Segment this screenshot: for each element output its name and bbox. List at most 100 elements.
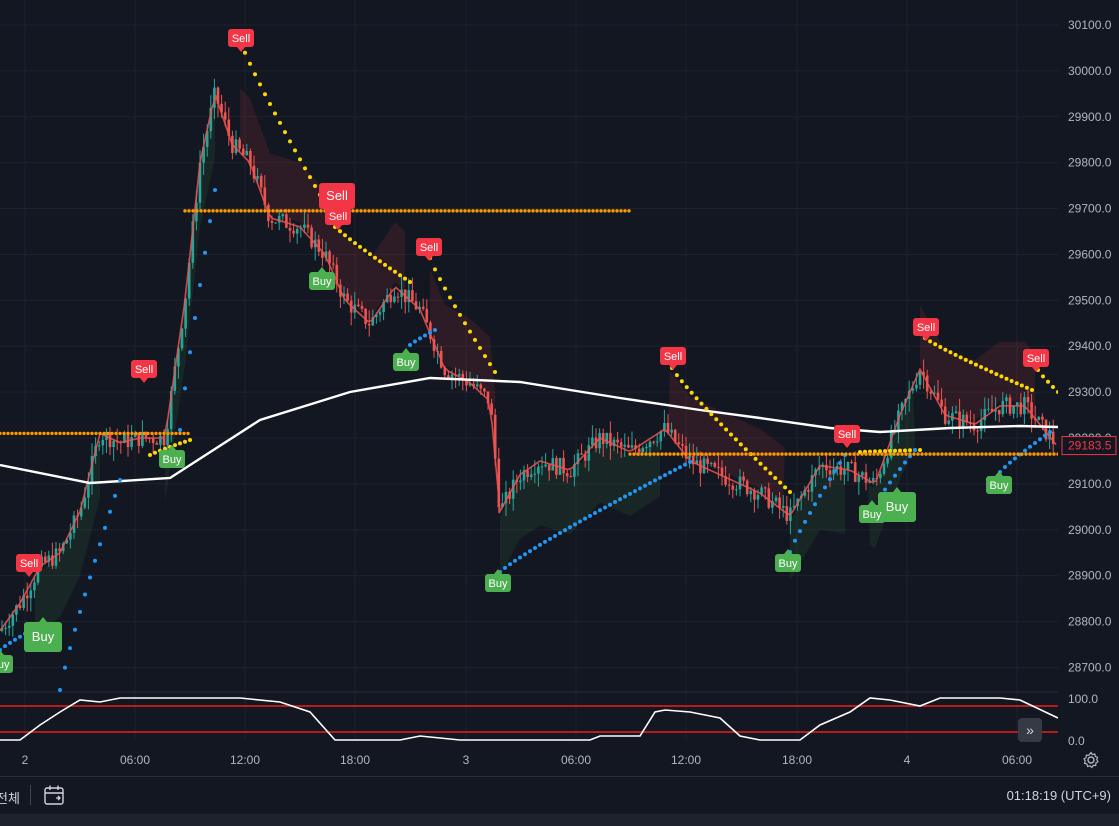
support-level-dot — [960, 452, 964, 456]
sell-marker: Sell — [325, 207, 351, 230]
price-axis-label: 29700.0 — [1068, 202, 1112, 216]
support-level-dot — [403, 209, 407, 213]
candle-body — [609, 432, 612, 447]
support-level-dot — [740, 452, 744, 456]
support-level-dot — [30, 431, 34, 436]
candle-body — [990, 408, 994, 412]
sell-label-box — [913, 318, 939, 336]
candle-body — [954, 411, 958, 413]
support-level-dot — [178, 431, 182, 436]
candle-body — [277, 216, 281, 223]
candle-body — [846, 461, 850, 470]
sar-dot — [13, 637, 17, 642]
candle-body — [18, 605, 22, 609]
sar-dot — [518, 555, 522, 560]
price-axis-label: 29800.0 — [1068, 156, 1112, 170]
support-level-dot — [467, 209, 471, 213]
support-level-dot — [158, 431, 162, 436]
candle-body — [997, 409, 1001, 415]
calendar-icon[interactable] — [42, 783, 66, 807]
sar-dot — [338, 229, 342, 234]
support-level-dot — [58, 431, 62, 436]
sar-dot — [153, 450, 157, 455]
sell-label: Sell — [326, 188, 348, 203]
sar-dot — [958, 355, 963, 360]
candle-body — [965, 414, 969, 423]
candle-body — [58, 548, 61, 552]
support-level-dot — [295, 209, 299, 213]
buy-label-box — [986, 476, 1012, 494]
sar-dot — [483, 354, 487, 359]
time-axis-label: 4 — [904, 753, 911, 767]
candle-body — [987, 408, 990, 410]
sar-dot — [788, 490, 792, 494]
candle-body — [166, 429, 169, 446]
sell-label-box — [416, 238, 442, 256]
candle-body — [573, 464, 576, 477]
sell-pointer — [922, 336, 930, 341]
candle-body — [335, 264, 339, 285]
go-to-realtime-button[interactable]: » — [1018, 718, 1042, 742]
sell-marker: Sell — [913, 318, 939, 341]
candle-body — [810, 475, 814, 492]
sar-dot — [968, 360, 973, 365]
candle-body — [979, 420, 983, 432]
support-level-dot — [1040, 452, 1044, 456]
support-level-dot — [223, 209, 227, 213]
support-level-dot — [692, 452, 696, 456]
sar-dot — [423, 333, 427, 338]
buy-marker: Buy — [393, 348, 419, 371]
sar-dot — [679, 379, 684, 384]
sar-dot — [903, 460, 907, 465]
candle-body — [511, 479, 515, 499]
price-chart[interactable]: Sell Sell Sell Sell Sell Sell Sell Sell Sell Sell… — [0, 0, 1119, 776]
support-level-dot — [796, 452, 800, 456]
support-level-dot — [475, 209, 479, 213]
gear-icon[interactable] — [1082, 751, 1100, 769]
buy-pointer — [784, 549, 792, 554]
candle-body — [1026, 397, 1030, 403]
support-level-dot — [459, 209, 463, 213]
candle-body — [767, 488, 771, 508]
support-level-dot — [2, 431, 6, 436]
support-level-dot — [1052, 452, 1056, 456]
sar-dot — [724, 427, 729, 432]
support-level-dot — [231, 209, 235, 213]
candle-body — [144, 431, 148, 439]
sar-dot — [358, 244, 362, 249]
bearish-zone — [430, 269, 495, 452]
sar-dot — [678, 465, 682, 470]
candle-body — [180, 328, 184, 349]
buy-label: Buy — [863, 509, 882, 521]
buy-label-box — [859, 505, 885, 523]
candle-body — [645, 447, 648, 449]
support-level-dot — [90, 431, 94, 436]
support-level-dot — [251, 209, 255, 213]
candle-body — [187, 262, 191, 299]
candle-body — [522, 470, 526, 481]
support-level-dot — [804, 452, 808, 456]
candle-body — [591, 437, 594, 446]
support-level-dot — [515, 209, 519, 213]
candle-body — [461, 373, 465, 380]
support-level-dot — [1044, 452, 1048, 456]
support-level-dot — [944, 452, 948, 456]
candle-body — [565, 473, 569, 477]
sar-dot — [298, 157, 302, 162]
candle-body — [886, 457, 889, 464]
support-level-dot — [62, 431, 66, 436]
candle-body — [1015, 402, 1019, 406]
clock-timezone[interactable]: 01:18:19 (UTC+9) — [1006, 788, 1111, 803]
price-axis-label: 28900.0 — [1068, 569, 1112, 583]
date-range-label[interactable]: 전체 — [0, 791, 20, 806]
buy-label: Buy — [489, 578, 508, 590]
sell-label: Sell — [664, 351, 682, 363]
candle-body — [483, 388, 486, 392]
candle-body — [781, 505, 785, 508]
sar-dot — [558, 531, 562, 536]
sar-dot — [783, 485, 788, 490]
sar-dot — [1023, 448, 1027, 453]
bottom-toolbar: 전체 01:18:19 (UTC+9) — [0, 776, 1119, 815]
sar-dot — [78, 609, 82, 614]
